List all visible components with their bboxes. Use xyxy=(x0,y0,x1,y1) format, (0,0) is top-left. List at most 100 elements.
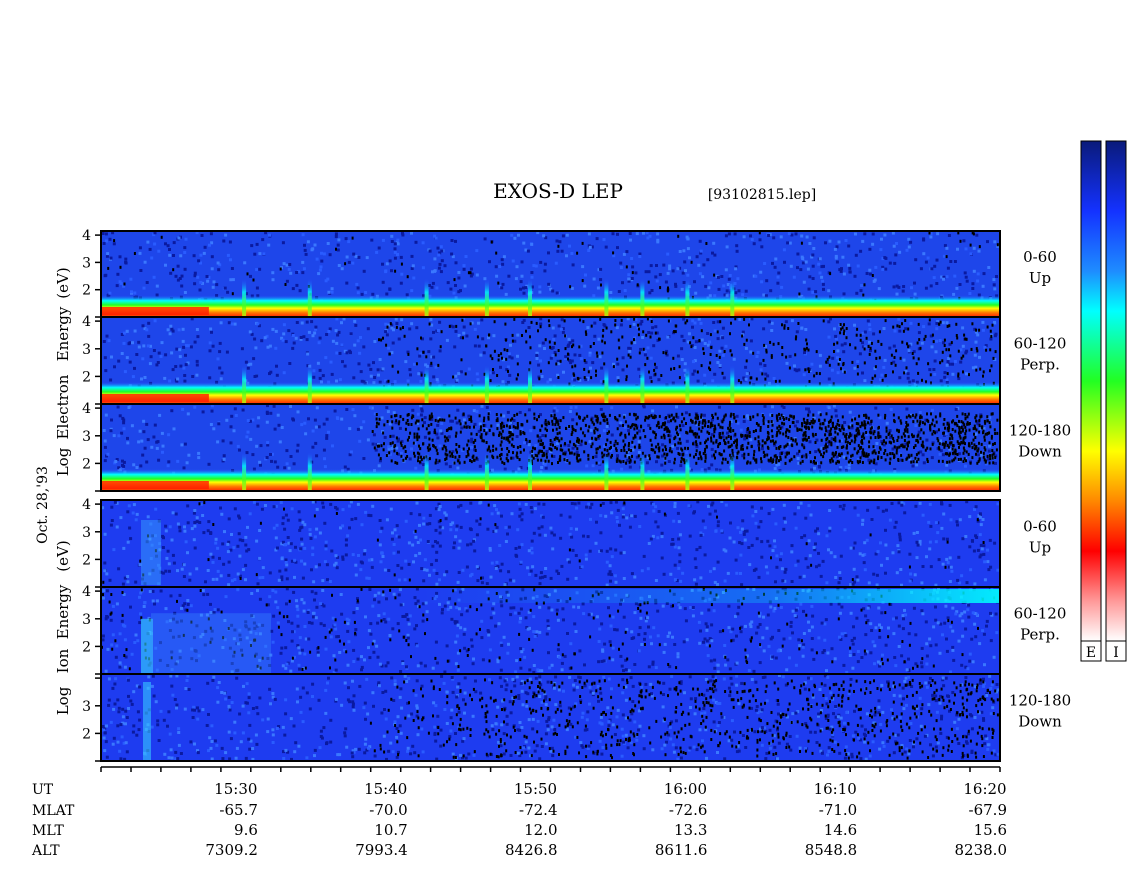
dropout-pixel xyxy=(490,424,493,428)
dropout-pixel xyxy=(534,453,537,457)
dropout-pixel xyxy=(812,418,815,422)
dropout-pixel xyxy=(647,280,650,284)
texture-speck xyxy=(193,405,197,409)
texture-speck xyxy=(438,444,442,448)
texture-speck xyxy=(611,446,615,450)
dropout-pixel xyxy=(601,451,604,455)
texture-speck xyxy=(421,241,425,245)
dropout-pixel xyxy=(252,278,255,282)
dropout-pixel xyxy=(500,436,503,440)
dropout-pixel xyxy=(956,336,959,340)
dropout-pixel xyxy=(690,418,692,422)
texture-speck xyxy=(590,416,594,420)
dropout-pixel xyxy=(616,418,619,422)
texture-speck xyxy=(543,262,547,266)
dropout-pixel xyxy=(717,445,720,449)
dropout-pixel xyxy=(747,427,750,431)
dropout-pixel xyxy=(402,446,405,450)
dropout-pixel xyxy=(964,432,967,436)
dropout-pixel xyxy=(931,432,934,436)
electron-spike xyxy=(528,365,532,404)
dropout-pixel xyxy=(511,437,514,441)
dropout-pixel xyxy=(608,430,610,434)
dropout-pixel xyxy=(451,455,454,458)
dropout-pixel xyxy=(658,449,661,453)
texture-speck xyxy=(215,283,219,287)
texture-speck xyxy=(827,377,831,381)
dropout-pixel xyxy=(600,283,602,287)
dropout-pixel xyxy=(954,429,957,433)
texture-speck xyxy=(161,444,165,448)
dropout-pixel xyxy=(938,447,941,451)
dropout-pixel xyxy=(587,429,590,433)
texture-speck xyxy=(476,378,480,382)
dropout-pixel xyxy=(412,414,415,418)
dropout-pixel xyxy=(845,456,848,460)
texture-speck xyxy=(354,254,358,258)
dropout-pixel xyxy=(540,424,543,428)
dropout-pixel xyxy=(779,416,782,420)
texture-speck xyxy=(982,427,986,430)
dropout-pixel xyxy=(560,437,563,441)
texture-speck xyxy=(124,261,128,265)
texture-speck xyxy=(201,410,205,414)
texture-speck xyxy=(713,372,717,376)
texture-speck xyxy=(516,354,519,358)
texture-speck xyxy=(724,234,728,238)
texture-speck xyxy=(742,376,746,380)
dropout-pixel xyxy=(650,443,653,447)
texture-speck xyxy=(603,444,607,448)
texture-speck xyxy=(810,362,814,366)
dropout-pixel xyxy=(877,450,880,454)
dropout-pixel xyxy=(867,416,870,420)
dropout-pixel xyxy=(422,350,425,354)
dropout-pixel xyxy=(994,456,997,459)
dropout-pixel xyxy=(516,445,519,449)
dropout-pixel xyxy=(555,417,557,421)
dropout-pixel xyxy=(877,339,880,343)
dropout-pixel xyxy=(386,325,389,329)
dropout-pixel xyxy=(746,460,749,464)
texture-speck xyxy=(334,329,338,333)
dropout-pixel xyxy=(843,370,846,374)
dropout-pixel xyxy=(412,441,415,445)
dropout-pixel xyxy=(743,415,745,419)
texture-speck xyxy=(396,238,400,242)
dropout-pixel xyxy=(840,445,843,449)
texture-speck xyxy=(821,282,825,286)
texture-speck xyxy=(686,237,690,241)
texture-speck xyxy=(552,409,556,413)
dropout-pixel xyxy=(724,442,727,446)
dropout-pixel xyxy=(474,438,477,442)
dropout-pixel xyxy=(483,429,486,432)
texture-speck xyxy=(429,363,433,367)
dropout-pixel xyxy=(968,422,971,425)
texture-speck xyxy=(994,454,998,458)
texture-speck xyxy=(830,437,834,441)
texture-speck xyxy=(103,445,107,449)
dropout-pixel xyxy=(959,436,962,440)
dropout-pixel xyxy=(608,447,611,451)
y-tick-label: 3 xyxy=(82,342,91,358)
panel-direction: Down xyxy=(1018,443,1062,461)
dropout-pixel xyxy=(418,444,420,448)
texture-speck xyxy=(564,458,568,462)
texture-speck xyxy=(285,449,289,453)
texture-speck xyxy=(342,317,346,321)
texture-speck xyxy=(312,375,316,379)
dropout-pixel xyxy=(695,413,698,417)
texture-speck xyxy=(616,454,619,458)
dropout-pixel xyxy=(525,438,528,442)
dropout-pixel xyxy=(828,355,831,359)
texture-speck xyxy=(834,409,838,413)
texture-speck xyxy=(423,435,427,439)
texture-speck xyxy=(691,372,695,376)
texture-speck xyxy=(710,433,714,437)
texture-speck xyxy=(843,342,847,346)
dropout-pixel xyxy=(733,441,736,444)
dropout-pixel xyxy=(861,461,864,464)
electron-spike xyxy=(640,365,645,404)
dropout-pixel xyxy=(814,433,817,436)
texture-speck xyxy=(181,339,185,343)
dropout-pixel xyxy=(948,348,950,352)
